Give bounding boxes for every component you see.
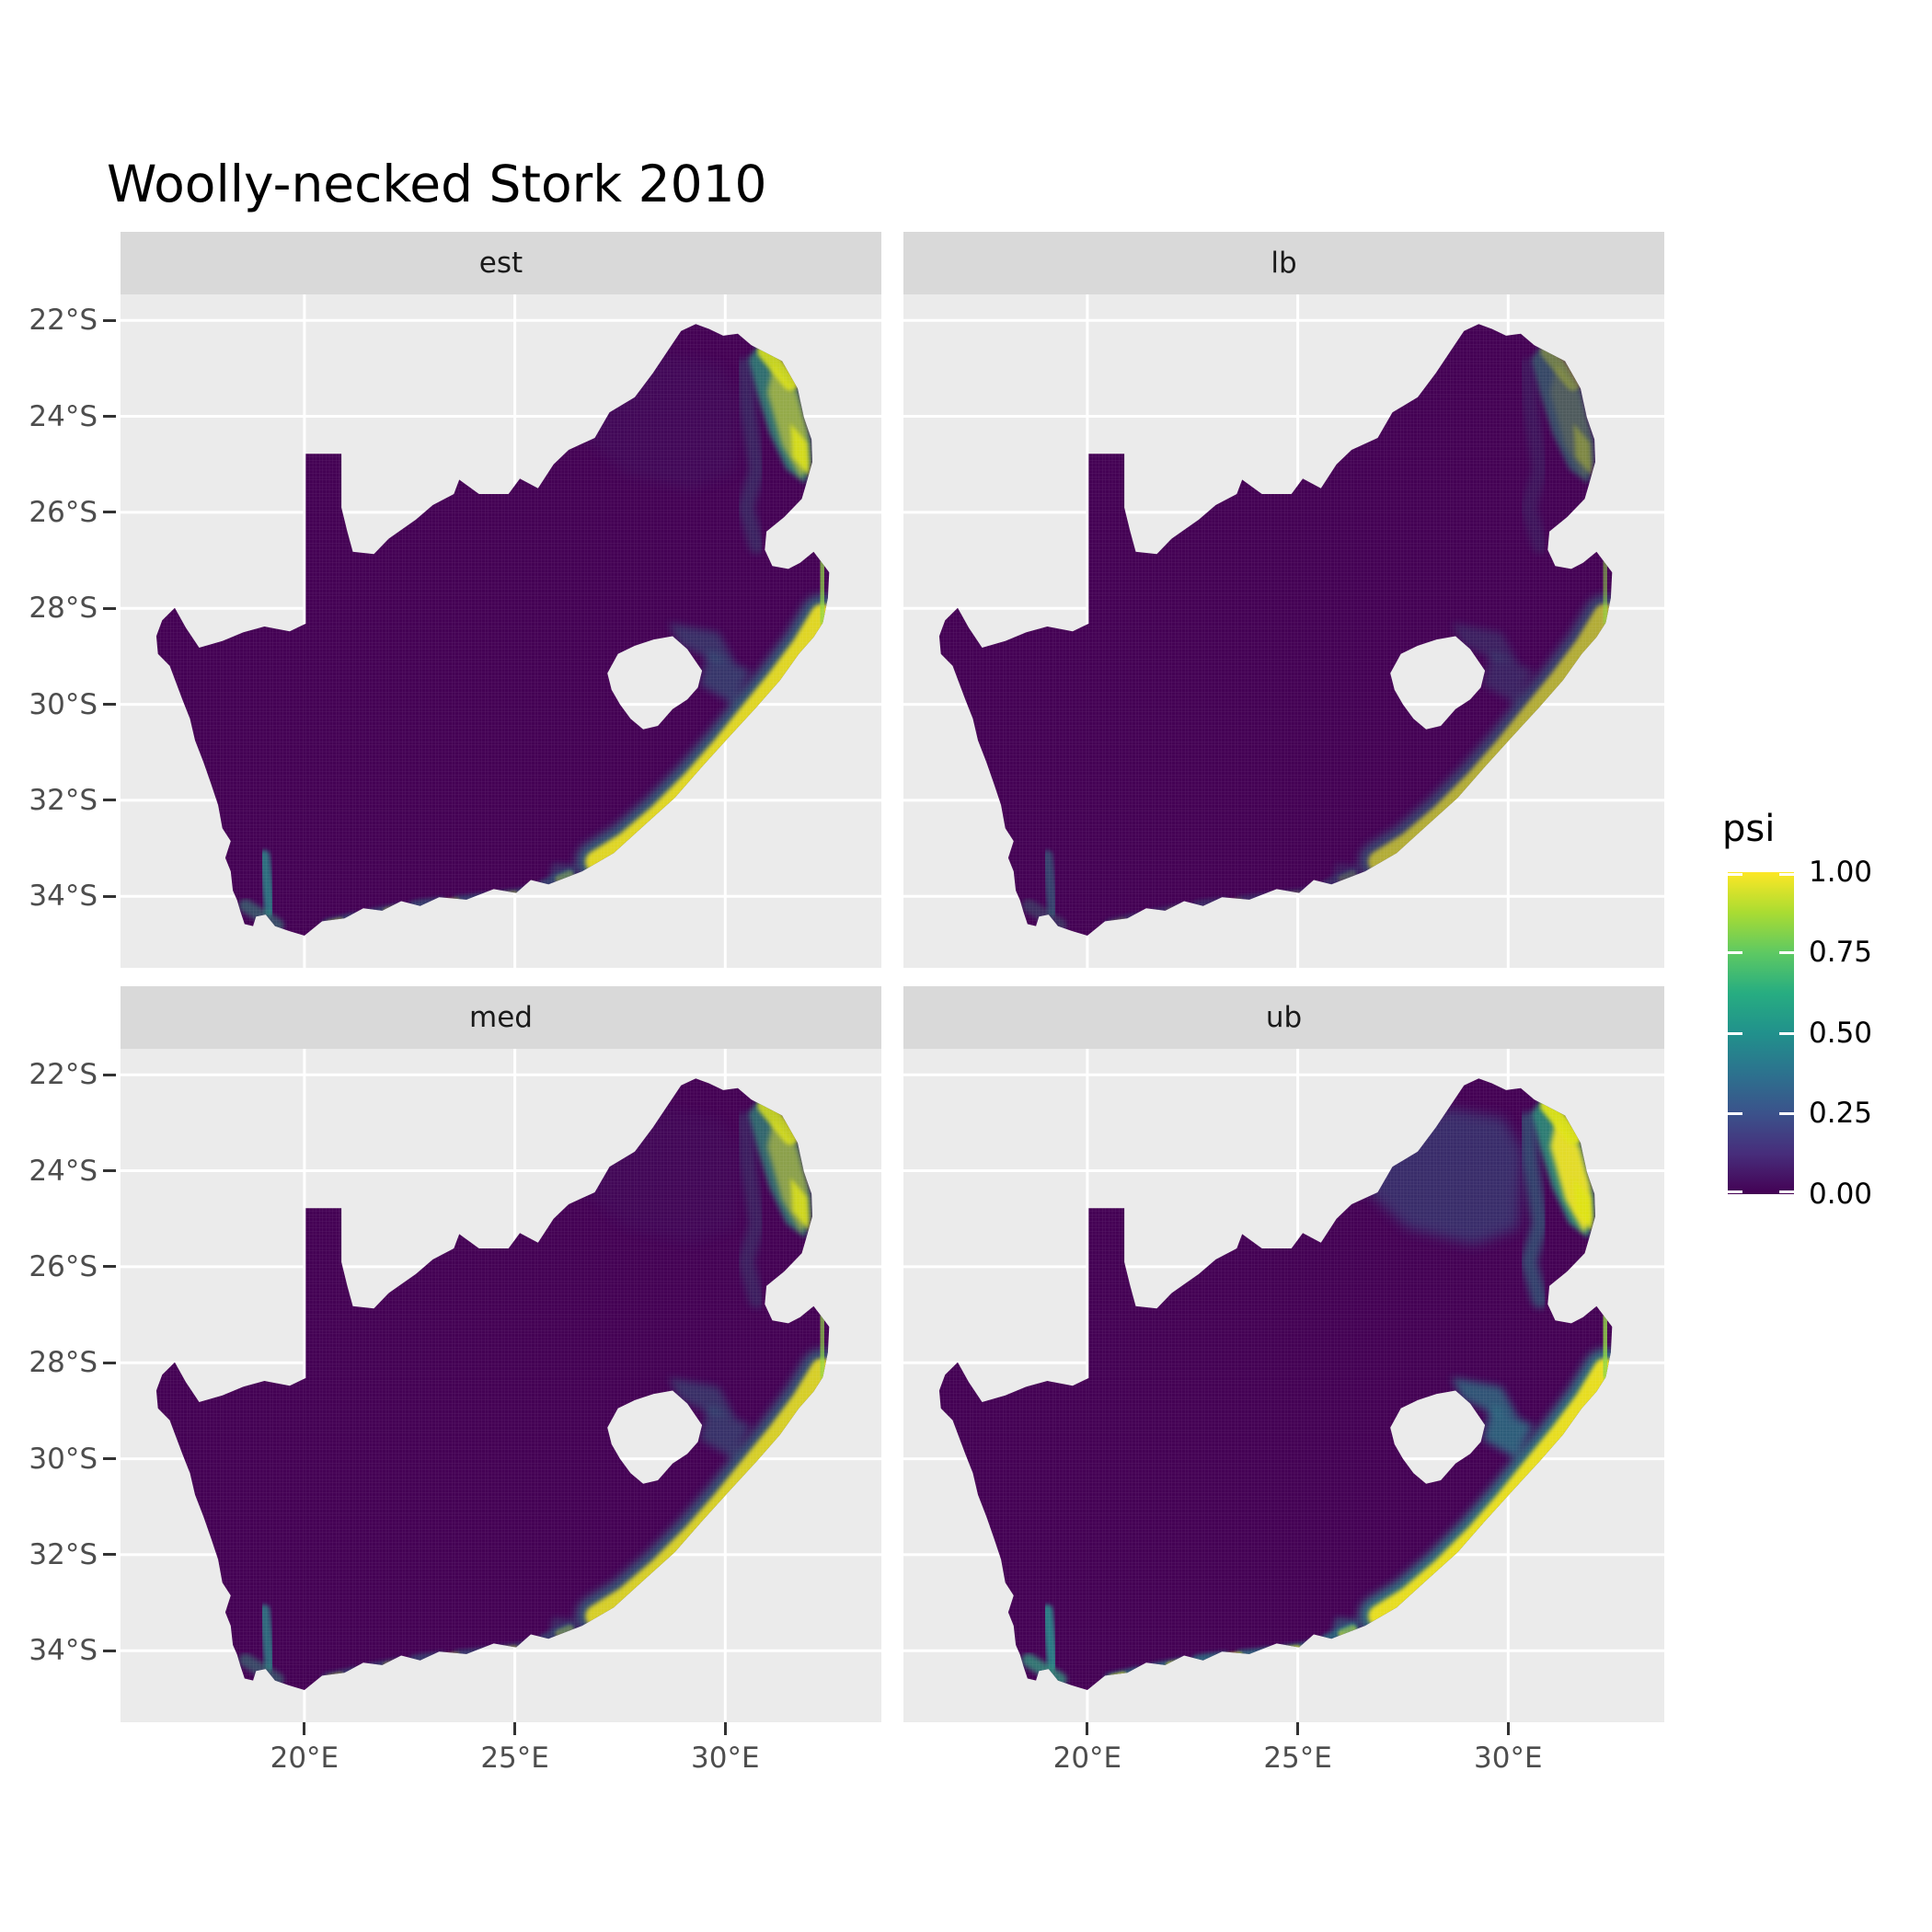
y-axis-label: 32°S: [29, 1537, 98, 1571]
x-tick-mark: [1506, 1722, 1510, 1735]
facet-strip-label-med: med: [469, 1001, 533, 1034]
x-axis-label: 25°E: [480, 1742, 549, 1775]
facet-map-med: [121, 1049, 881, 1722]
x-axis-label: 20°E: [1052, 1742, 1122, 1775]
y-tick-mark: [103, 1073, 116, 1076]
legend-label-050: 0.50: [1809, 1017, 1873, 1050]
y-tick-mark: [103, 1649, 116, 1652]
y-axis-label: 24°S: [29, 399, 98, 433]
facet-strip-ub: ub: [903, 986, 1664, 1049]
y-tick-mark: [103, 1265, 116, 1269]
legend-tick-mark: [1728, 951, 1742, 954]
y-tick-mark: [103, 1457, 116, 1461]
facet-map-est: [121, 294, 881, 968]
x-axis-label: 30°E: [1474, 1742, 1543, 1775]
x-tick-mark: [723, 1722, 727, 1735]
y-tick-mark: [103, 703, 116, 707]
facet-map-lb: [903, 294, 1664, 968]
x-tick-mark: [1296, 1722, 1300, 1735]
y-tick-mark: [103, 415, 116, 419]
facet-strip-est: est: [121, 232, 881, 294]
y-axis-label: 22°S: [29, 304, 98, 338]
legend-tick-mark: [1728, 1031, 1742, 1035]
legend-tick-mark: [1779, 951, 1794, 954]
legend-tick-mark: [1779, 1112, 1794, 1115]
legend-tick-mark: [1779, 1031, 1794, 1035]
y-axis-label: 26°S: [29, 1249, 98, 1283]
legend-label-025: 0.25: [1809, 1097, 1873, 1130]
y-axis-label: 28°S: [29, 1346, 98, 1380]
y-tick-mark: [103, 318, 116, 322]
y-tick-mark: [103, 511, 116, 514]
legend-label-000: 0.00: [1809, 1178, 1873, 1211]
facet-strip-med: med: [121, 986, 881, 1049]
legend-tick-mark: [1779, 1190, 1794, 1193]
y-tick-mark: [103, 894, 116, 898]
y-tick-mark: [103, 1361, 116, 1364]
y-tick-mark: [103, 1553, 116, 1557]
legend-label-100: 1.00: [1809, 856, 1873, 889]
facet-strip-label-lb: lb: [1271, 247, 1297, 280]
legend-label-075: 0.75: [1809, 936, 1873, 969]
legend-tick-mark: [1728, 873, 1742, 876]
legend-tick-mark: [1728, 1190, 1742, 1193]
y-axis-label: 32°S: [29, 783, 98, 817]
x-axis-label: 25°E: [1263, 1742, 1332, 1775]
y-tick-mark: [103, 1169, 116, 1173]
facet-map-ub: [903, 1049, 1664, 1722]
facet-strip-lb: lb: [903, 232, 1664, 294]
y-axis-label: 22°S: [29, 1058, 98, 1092]
y-tick-mark: [103, 799, 116, 802]
facet-strip-label-ub: ub: [1265, 1001, 1303, 1034]
y-axis-label: 34°S: [29, 880, 98, 914]
x-axis-label: 20°E: [270, 1742, 339, 1775]
y-tick-mark: [103, 606, 116, 610]
legend-tick-mark: [1728, 1112, 1742, 1115]
y-axis-label: 24°S: [29, 1154, 98, 1188]
x-axis-label: 30°E: [691, 1742, 760, 1775]
x-tick-mark: [513, 1722, 517, 1735]
y-axis-label: 30°S: [29, 1442, 98, 1476]
y-axis-label: 28°S: [29, 592, 98, 626]
y-axis-label: 34°S: [29, 1634, 98, 1668]
y-axis-label: 30°S: [29, 687, 98, 721]
x-tick-mark: [303, 1722, 306, 1735]
x-tick-mark: [1086, 1722, 1089, 1735]
y-axis-label: 26°S: [29, 495, 98, 529]
legend-tick-mark: [1779, 873, 1794, 876]
page-title: Woolly-necked Stork 2010: [107, 155, 767, 213]
facet-strip-label-est: est: [478, 247, 523, 280]
legend-title: psi: [1722, 808, 1776, 850]
